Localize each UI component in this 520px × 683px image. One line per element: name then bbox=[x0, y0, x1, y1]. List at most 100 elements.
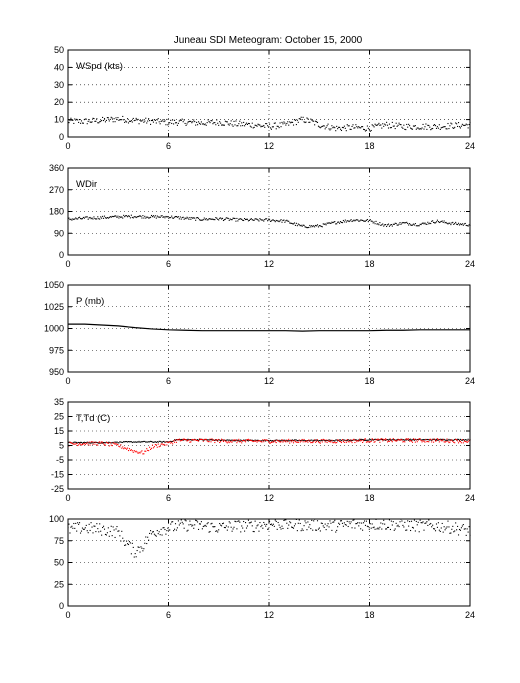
data-point bbox=[296, 530, 298, 532]
data-point bbox=[168, 441, 170, 443]
data-point bbox=[75, 217, 77, 219]
data-point bbox=[108, 217, 110, 219]
data-point bbox=[413, 224, 415, 226]
data-point bbox=[421, 222, 423, 225]
data-point bbox=[322, 525, 324, 527]
data-point bbox=[283, 439, 285, 441]
data-point bbox=[150, 216, 152, 218]
data-point bbox=[456, 529, 458, 531]
data-point bbox=[215, 530, 217, 532]
data-point bbox=[132, 451, 134, 453]
data-point bbox=[399, 222, 401, 224]
data-point bbox=[399, 521, 401, 523]
data-point bbox=[252, 440, 254, 443]
x-tick-label: 24 bbox=[465, 259, 475, 269]
data-point bbox=[393, 439, 395, 441]
data-point bbox=[107, 217, 109, 219]
data-point bbox=[157, 533, 159, 535]
data-point bbox=[189, 439, 191, 441]
data-point bbox=[299, 522, 301, 525]
data-point bbox=[143, 440, 145, 442]
data-point bbox=[315, 225, 318, 227]
data-point bbox=[118, 445, 120, 447]
data-point bbox=[119, 215, 121, 218]
data-point bbox=[77, 218, 79, 220]
data-point bbox=[363, 129, 366, 131]
data-point bbox=[121, 447, 123, 449]
data-point bbox=[351, 439, 353, 442]
data-point bbox=[421, 441, 423, 443]
data-point bbox=[197, 440, 199, 442]
data-point bbox=[297, 522, 299, 524]
data-point bbox=[251, 219, 253, 221]
data-point bbox=[172, 440, 174, 442]
data-point bbox=[80, 120, 83, 122]
data-point bbox=[171, 441, 173, 443]
data-point bbox=[462, 524, 464, 526]
data-point bbox=[307, 521, 309, 523]
data-point bbox=[330, 441, 332, 443]
data-point bbox=[137, 216, 139, 218]
data-point bbox=[452, 439, 454, 441]
data-point bbox=[382, 223, 384, 225]
data-point bbox=[172, 443, 174, 445]
data-point bbox=[223, 219, 225, 221]
data-point bbox=[250, 218, 252, 220]
data-point bbox=[451, 222, 453, 224]
data-point bbox=[131, 216, 133, 219]
data-point bbox=[294, 441, 296, 443]
data-point bbox=[242, 439, 244, 442]
data-point bbox=[290, 122, 292, 124]
data-point bbox=[433, 441, 435, 443]
data-point bbox=[231, 441, 233, 443]
data-point bbox=[385, 124, 387, 126]
data-point bbox=[166, 216, 168, 218]
data-point bbox=[448, 526, 450, 528]
data-point bbox=[150, 119, 153, 122]
data-point bbox=[468, 123, 470, 126]
data-point bbox=[292, 526, 294, 529]
data-point bbox=[229, 123, 231, 125]
data-point bbox=[116, 443, 118, 446]
data-point bbox=[190, 441, 192, 443]
data-point bbox=[284, 440, 286, 442]
data-point bbox=[404, 439, 406, 441]
data-point bbox=[355, 124, 357, 126]
data-point bbox=[84, 442, 86, 444]
data-point bbox=[398, 526, 400, 528]
data-point bbox=[238, 218, 240, 220]
data-point bbox=[154, 534, 156, 536]
data-point bbox=[216, 530, 218, 532]
data-point bbox=[413, 519, 415, 521]
data-point bbox=[238, 123, 240, 125]
y-tick-label: 75 bbox=[54, 536, 64, 546]
data-point bbox=[276, 125, 278, 127]
data-point bbox=[305, 226, 307, 228]
data-point bbox=[239, 441, 241, 443]
data-point bbox=[142, 550, 144, 552]
data-point bbox=[357, 219, 359, 221]
data-point bbox=[130, 214, 132, 216]
data-point bbox=[260, 126, 262, 128]
data-point bbox=[162, 527, 164, 529]
data-point bbox=[279, 526, 281, 528]
data-point bbox=[439, 530, 441, 532]
data-point bbox=[453, 127, 455, 130]
data-point bbox=[137, 452, 139, 454]
data-point bbox=[457, 534, 460, 536]
data-point bbox=[177, 520, 179, 522]
data-point bbox=[113, 215, 115, 218]
data-point bbox=[216, 439, 218, 441]
data-point bbox=[80, 441, 83, 443]
data-point bbox=[133, 441, 135, 443]
data-point bbox=[278, 221, 280, 223]
data-point bbox=[196, 121, 198, 123]
data-point bbox=[294, 119, 296, 121]
data-point bbox=[286, 522, 288, 524]
data-point bbox=[331, 529, 333, 531]
data-point bbox=[74, 441, 76, 443]
data-point bbox=[271, 524, 273, 526]
data-point bbox=[118, 530, 120, 532]
data-point bbox=[118, 119, 120, 121]
data-point bbox=[466, 528, 468, 530]
